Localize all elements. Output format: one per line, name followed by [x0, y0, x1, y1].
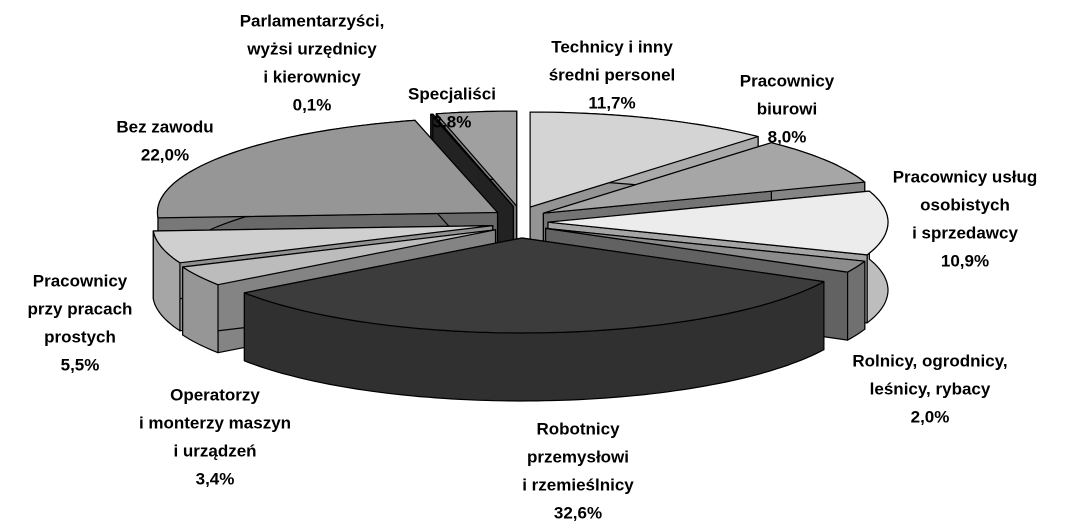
slice-label: wyżsi urzędnicy: [246, 39, 377, 58]
value-label: 0,1%: [293, 95, 332, 114]
slice-label: Pracownicy: [740, 71, 835, 90]
slice-top: [544, 227, 866, 273]
slice-label: i sprzedawcy: [912, 223, 1018, 242]
value-label: 8,0%: [768, 127, 807, 146]
slice-label: i kierownicy: [263, 67, 361, 86]
slice-label: Rolnicy, ogrodnicy,: [852, 351, 1007, 370]
value-label: 2,0%: [911, 407, 950, 426]
slice-label: Pracownicy usług: [893, 167, 1038, 186]
slice-label: Pracownicy: [33, 271, 128, 290]
slice-label: przemysłowi: [527, 447, 629, 466]
slice-top: [430, 113, 514, 208]
slice-label: Operatorzy: [170, 385, 260, 404]
slice-top: [529, 111, 759, 208]
slice-label: Robotnicy: [536, 419, 620, 438]
slice-top: [182, 229, 497, 286]
slice-label: Specjaliści: [408, 84, 496, 103]
slice-top: [542, 142, 866, 214]
value-label: 32,6%: [554, 503, 602, 521]
slice-wall: [846, 260, 866, 341]
slice-top: [152, 225, 494, 264]
slice: [243, 237, 825, 402]
value-label: 3,8%: [433, 112, 472, 131]
value-label: 22,0%: [141, 145, 189, 164]
slice-label: osobistych: [920, 195, 1010, 214]
value-label: 10,9%: [941, 251, 989, 270]
slice-label: biurowi: [757, 99, 817, 118]
value-label: 3,4%: [196, 469, 235, 488]
slice-label: Technicy i inny: [551, 37, 673, 56]
slice-label: średni personel: [549, 65, 676, 84]
slice-top: [243, 237, 825, 334]
slice-top: [435, 110, 518, 207]
slice-top: [156, 119, 499, 219]
slice-label: Bez zawodu: [116, 117, 213, 136]
slice-label: przy pracach: [28, 299, 133, 318]
slice-top: [547, 190, 889, 256]
slice-label: leśnicy, rybacy: [870, 379, 991, 398]
slice-label: Parlamentarzyści,: [240, 11, 385, 30]
value-label: 5,5%: [61, 355, 100, 374]
slice-label: prostych: [44, 327, 116, 346]
slice-label: i rzemieślnicy: [522, 475, 634, 494]
value-label: 11,7%: [588, 93, 635, 112]
slice-label: i urządzeń: [173, 441, 256, 460]
slice-label: i monterzy maszyn: [139, 413, 291, 432]
